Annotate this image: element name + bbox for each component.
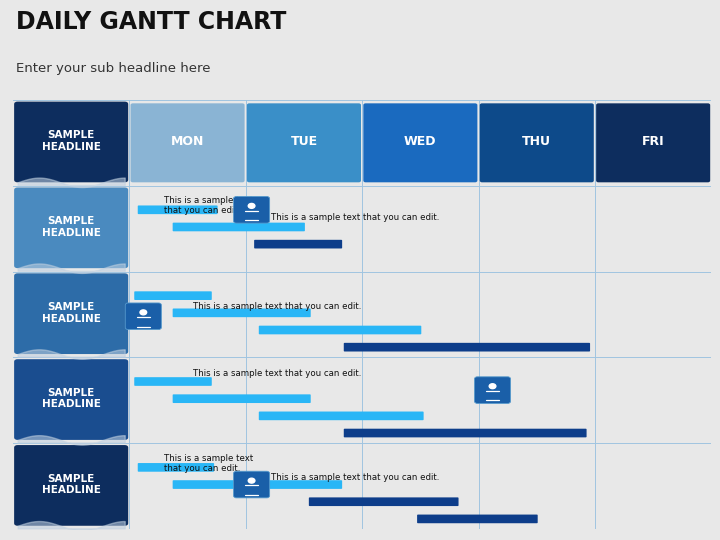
Text: This is a sample text that you can edit.: This is a sample text that you can edit.	[194, 369, 361, 377]
Text: TUE: TUE	[290, 134, 318, 147]
FancyBboxPatch shape	[596, 103, 710, 183]
FancyBboxPatch shape	[258, 411, 423, 420]
Text: SAMPLE
HEADLINE: SAMPLE HEADLINE	[42, 130, 101, 152]
FancyBboxPatch shape	[134, 291, 212, 300]
Text: This is a sample text that you can edit.: This is a sample text that you can edit.	[271, 474, 440, 482]
FancyBboxPatch shape	[173, 308, 311, 317]
Circle shape	[248, 204, 255, 208]
Text: THU: THU	[522, 134, 552, 147]
Text: This is a sample text that you can edit.: This is a sample text that you can edit.	[194, 302, 361, 310]
FancyBboxPatch shape	[14, 187, 128, 268]
FancyBboxPatch shape	[125, 303, 161, 329]
FancyBboxPatch shape	[474, 377, 510, 403]
Text: Enter your sub headline here: Enter your sub headline here	[16, 62, 210, 75]
Text: This is a sample text
that you can edit.: This is a sample text that you can edit.	[164, 454, 253, 473]
FancyBboxPatch shape	[254, 240, 342, 248]
FancyBboxPatch shape	[258, 326, 421, 334]
Text: SAMPLE
HEADLINE: SAMPLE HEADLINE	[42, 302, 101, 323]
FancyBboxPatch shape	[233, 197, 269, 223]
FancyBboxPatch shape	[134, 377, 212, 386]
FancyBboxPatch shape	[309, 497, 459, 506]
FancyBboxPatch shape	[173, 394, 311, 403]
Text: SAMPLE
HEADLINE: SAMPLE HEADLINE	[42, 216, 101, 238]
FancyBboxPatch shape	[14, 273, 128, 354]
FancyBboxPatch shape	[14, 102, 128, 183]
Circle shape	[140, 310, 147, 315]
FancyBboxPatch shape	[130, 103, 245, 183]
Text: FRI: FRI	[642, 134, 665, 147]
FancyBboxPatch shape	[480, 103, 594, 183]
FancyBboxPatch shape	[364, 103, 477, 183]
FancyBboxPatch shape	[417, 515, 538, 523]
FancyBboxPatch shape	[173, 222, 305, 231]
Circle shape	[248, 478, 255, 483]
FancyBboxPatch shape	[138, 463, 214, 472]
FancyBboxPatch shape	[247, 103, 361, 183]
FancyBboxPatch shape	[343, 343, 590, 352]
Text: SAMPLE
HEADLINE: SAMPLE HEADLINE	[42, 388, 101, 409]
Text: SAMPLE
HEADLINE: SAMPLE HEADLINE	[42, 474, 101, 495]
Text: This is a sample text that you can edit.: This is a sample text that you can edit.	[271, 213, 440, 222]
FancyBboxPatch shape	[173, 480, 342, 489]
Text: WED: WED	[404, 134, 436, 147]
FancyBboxPatch shape	[14, 445, 128, 526]
Text: This is a sample text
that you can edit.: This is a sample text that you can edit.	[164, 196, 253, 215]
Circle shape	[489, 384, 496, 389]
FancyBboxPatch shape	[343, 429, 587, 437]
Text: DAILY GANTT CHART: DAILY GANTT CHART	[16, 10, 287, 34]
Text: MON: MON	[171, 134, 204, 147]
FancyBboxPatch shape	[138, 205, 217, 214]
FancyBboxPatch shape	[14, 359, 128, 440]
FancyBboxPatch shape	[233, 471, 269, 498]
